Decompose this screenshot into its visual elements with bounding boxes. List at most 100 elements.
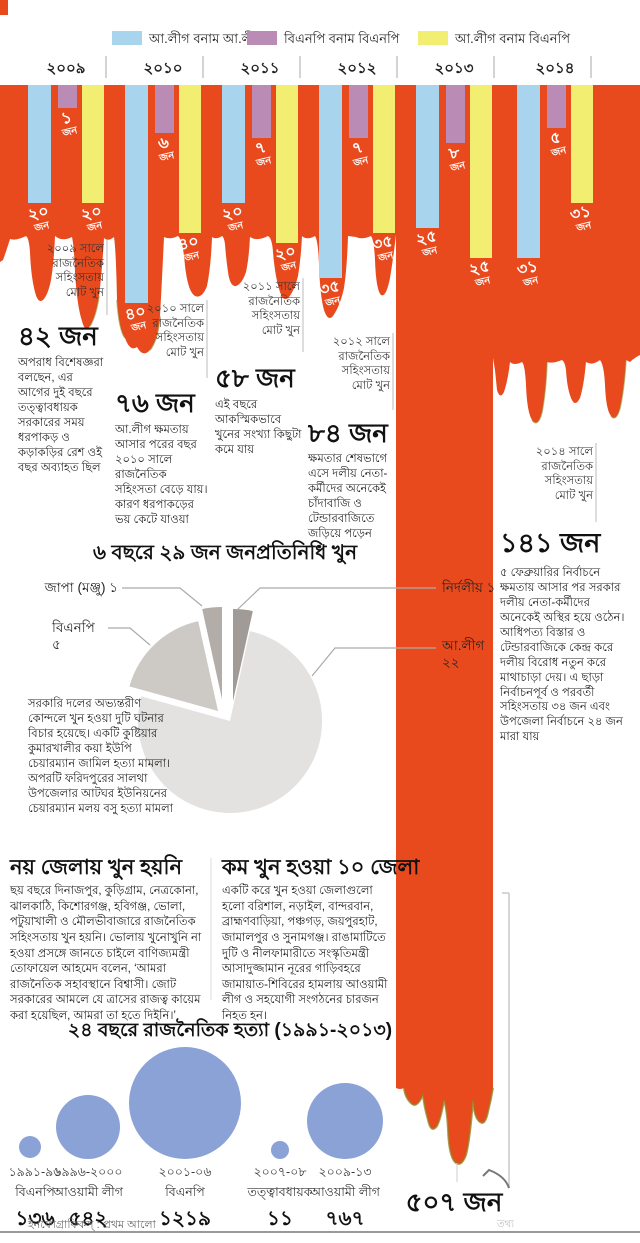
bubble-circle [56,1095,120,1159]
bubble-label: ২০০১-০৬ বিএনপি ১২১৯ [143,1164,227,1237]
year-note-2012: ক্ষমতার শেষভাগে এসে দলীয় নেতা-কর্মীদের … [308,453,388,540]
bar-rect [222,85,245,203]
year-ticks [105,56,592,78]
bars-al-vs-al [28,85,540,303]
year-caption-2009: ২০০৯ সালে রাজনৈতিক সহিংসতায় মোট খুন [46,243,104,300]
pie-slice-bnp [129,621,218,711]
year-note-2014: ৫ ফেব্রুয়ারির নির্বাচনে ক্ষমতায় আসার প… [500,567,625,744]
bar-rect [125,85,148,303]
bar-rect [470,85,492,258]
legend-swatch-yellow [418,31,448,45]
bubble-period: ১৯৯৬-২০০০ [53,1165,123,1179]
pie-note: সরকারি দলের অভ্যন্তরীণ কোন্দলে খুন হওয়া… [28,698,174,815]
blood-column-drip-edge [403,1087,494,1165]
bar-rect [319,85,342,278]
year-label: ২০১৪ [535,60,575,77]
bar-rect [28,85,51,203]
pie-slice-independent [233,608,253,701]
legend-label: আ.লীগ বনাম বিএনপি [455,31,571,46]
bubble-chart [19,1047,383,1159]
bubble-party: বিএনপি [165,1185,205,1199]
year-caption-2012: ২০১২ সালে রাজনৈতিক সহিংসতায় মোট খুন [332,336,390,393]
source-note: তথ্য [497,1219,514,1230]
pie-label-independent: নির্দলীয় ১ [442,580,496,595]
bubble-label: ২০০৯-১৩ আওয়ামী লীগ ৭৬৭ [303,1164,387,1237]
year-caption-2011: ২০১১ সালে রাজনৈতিক সহিংসতায় মোট খুন [242,281,300,338]
footer-credit: ইনফোগ্রাফিকস্ : প্রথম আলো [28,1219,156,1231]
legend-item: আ.লীগ বনাম বিএনপি [418,30,570,51]
year-label: ২০১০ [143,60,183,77]
bubble-label: ২০০৭-০৮ তত্ত্বাবধায়ক ১১ [238,1164,322,1237]
bubble-label: ১৯৯৬-২০০০ আওয়ামী লীগ ৫৪২ [46,1164,130,1237]
bubble-value: ৭৬৭ [325,1208,365,1230]
pie-label-al: আ.লীগ ২২ [442,638,485,670]
blood-right-drip-edge [89,295,627,424]
bar-rect [517,85,540,258]
legend-swatch-blue [112,31,142,45]
pie-label-bnp: বিএনপি ৫ [52,620,95,652]
corner-mark [0,0,8,15]
legend-label: আ.লীগ বনাম আ.লীগ [149,31,264,46]
year-label: ২০১৩ [434,60,474,77]
bar-rect [58,85,77,108]
pie-leader-lines [108,587,436,677]
legend-swatch-purple [247,31,277,45]
year-note-2009: অপরাধ বিশেষজ্ঞরা বলছেন, এর আগের দুই বছরে… [18,357,104,474]
section-title-ten-districts: কম খুন হওয়া ১০ জেলা [222,856,420,879]
year-note-2010: আ.লীগ ক্ষমতায় আসার পরের বছর ২০১০ সালে র… [115,424,208,526]
bubble-party: আওয়ামী লীগ [53,1185,123,1199]
bar-rect [446,85,465,143]
bubble-circle [307,1083,383,1159]
bubble-party: তত্ত্বাবধায়ক [247,1185,313,1199]
blood-column-shape [396,85,493,1164]
year-note-2011: এই বছরে আকস্মিকভাবে খুনের সংখ্যা কিছুটা … [215,399,302,456]
year-label: ২০১২ [337,60,377,77]
bars-al-vs-bnp [82,85,593,258]
pie-title: ৬ বছরে ২৯ জন জনপ্রতিনিধি খুন [92,542,358,564]
legend-label: বিএনপি বনাম বিএনপি [284,31,400,46]
grand-total-label: ৫০৭ জন [405,1187,503,1217]
bar-rect [252,85,271,138]
bar-rect [571,85,593,203]
bar-rect [547,85,566,128]
bubble-period: ২০০১-০৬ [158,1165,212,1179]
bubble-party: আওয়ামী লীগ [310,1185,380,1199]
bubble-circle [129,1047,241,1159]
bar-rect [276,85,298,243]
pie-slice-japa [202,606,222,699]
bubble-label: ১৯৯১-৯৬ বিএনপি ১৩৬ [0,1164,77,1237]
bubble-title: ২৪ বছরে রাজনৈতিক হত্যা (১৯৯১-২০১৩) [67,1020,393,1041]
bubble-circle [19,1136,41,1158]
year-total-2011: ৫৮ জন [215,363,295,393]
year-label: ২০০৯ [46,60,86,77]
year-label: ২০১১ [240,60,280,77]
pie-label-japa: জাপা (মঞ্জু) ১ [44,580,118,595]
bubble-value: ১৩৬ [15,1208,55,1230]
legend-item: আ.লীগ বনাম আ.লীগ [112,30,264,51]
year-caption-2010: ২০১০ সালে রাজনৈতিক সহিংসতায় মোট খুন [146,303,204,360]
section-title-nine-districts: নয় জেলায় খুন হয়নি [10,856,183,879]
bar-rect [349,85,368,138]
year-total-2012: ৮৪ জন [308,418,388,448]
bubble-value: ১২১৯ [159,1208,211,1230]
bubble-value: ৫৪২ [68,1208,108,1230]
bubble-period: ২০০৭-০৮ [253,1165,307,1179]
bar-rect [373,85,395,233]
pie-slice-al [138,631,323,813]
bars-bnp-vs-bnp [58,85,566,143]
caption-rules [106,240,597,522]
year-caption-2014: ২০১৪ সালে রাজনৈতিক সহিংসতায় মোট খুন [535,446,593,503]
section-body-ten-districts: একটি করে খুন হওয়া জেলাগুলো হলো বরিশাল, … [222,885,388,1022]
section-body-nine-districts: ছয় বছরে দিনাজপুর, কুড়িগ্রাম, নেত্রকোনা… [10,885,202,1022]
year-total-2010: ৭৬ জন [115,388,195,418]
bar-rect [416,85,439,228]
year-total-2014: ১৪১ জন [500,528,601,558]
bubble-period: ২০০৯-১৩ [318,1165,372,1179]
bar-rect [155,85,174,133]
legend-item: বিএনপি বনাম বিএনপি [247,30,400,51]
bubble-value: ১১ [267,1208,293,1230]
bar-rect [82,85,104,203]
grand-total-bracket [456,892,510,1189]
